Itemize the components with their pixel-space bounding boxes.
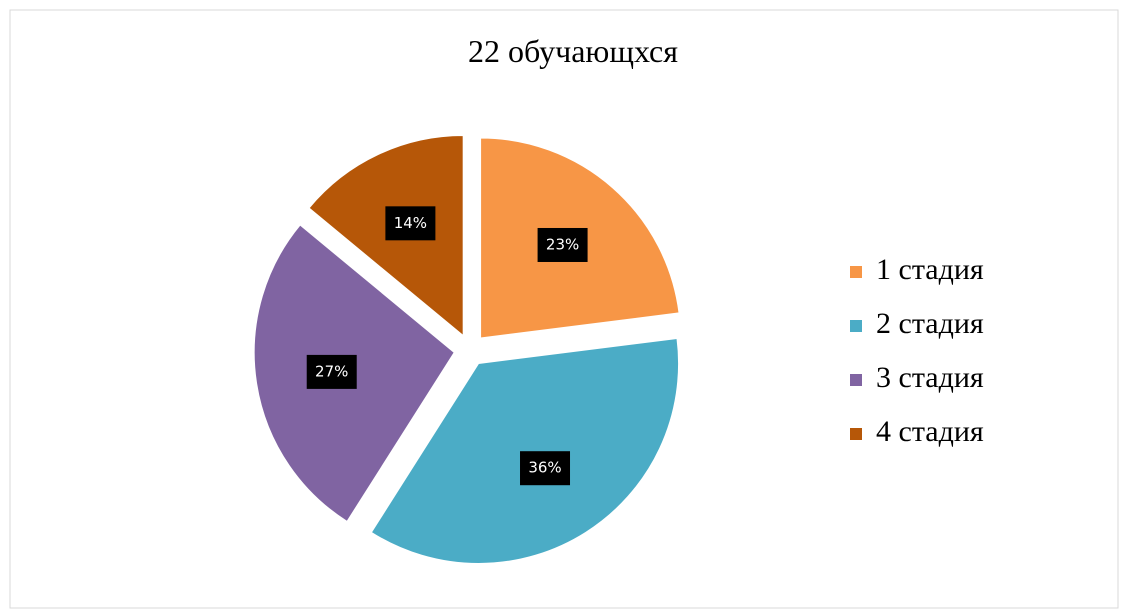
chart-title: 22 обучающхся (468, 33, 678, 69)
legend-text: 1 стадия (876, 253, 984, 286)
value-label: 36% (528, 459, 561, 477)
value-label: 14% (394, 214, 427, 232)
value-label-box (306, 354, 357, 389)
legend-marker (850, 374, 862, 386)
legend-marker (850, 266, 862, 278)
legend-text: 4 стадия (876, 415, 984, 448)
value-label-box (537, 227, 588, 262)
legend-marker (850, 428, 862, 440)
legend-text: 2 стадия (876, 307, 984, 340)
legend-marker (850, 320, 862, 332)
value-label: 27% (315, 362, 348, 380)
value-label-box (385, 206, 436, 241)
pie-slice (370, 337, 680, 564)
value-label: 23% (546, 235, 579, 253)
value-label-box (520, 451, 571, 486)
legend-text: 3 стадия (876, 361, 984, 394)
